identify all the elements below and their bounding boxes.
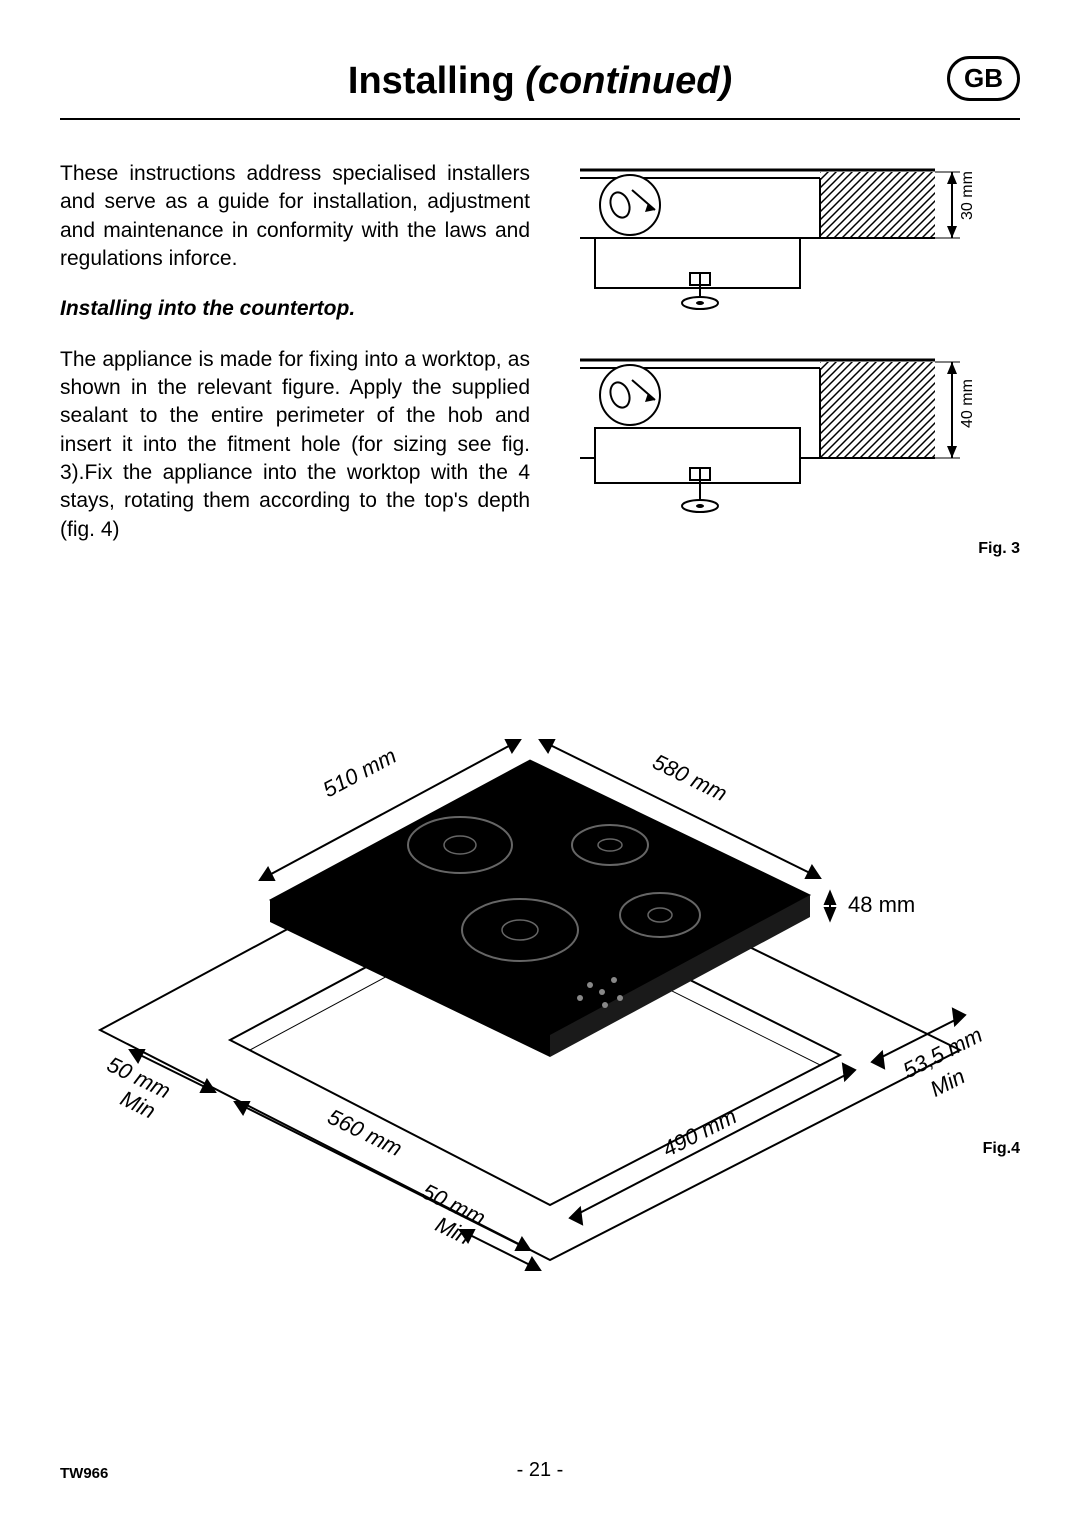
page: Installing (continued) GB These instruct… — [0, 0, 1080, 1532]
figure-3-caption: Fig. 3 — [978, 540, 1020, 558]
figure-4-wrap: 510 mm 580 mm 48 mm 50 mm Min 560 mm 50 … — [60, 720, 1020, 1280]
title-suffix: (continued) — [525, 60, 732, 102]
dim-hob-height: 48 mm — [848, 892, 915, 918]
figure-3: 30 mm — [560, 160, 980, 560]
page-title: Installing (continued) — [60, 60, 1020, 103]
section-subtitle: Installing into the countertop. — [60, 295, 530, 323]
fig3-upper-measure: 30 mm — [959, 171, 976, 220]
figure-4 — [60, 720, 1020, 1280]
figure-4-caption: Fig.4 — [983, 1140, 1020, 1158]
page-header: Installing (continued) GB — [60, 60, 1020, 120]
body-text: The appliance is made for fixing into a … — [60, 346, 530, 544]
title-main: Installing — [348, 60, 515, 102]
figure3-column: 30 mm — [560, 160, 1020, 566]
page-number: - 21 - — [60, 1459, 1020, 1482]
fig3-lower-measure: 40 mm — [959, 379, 976, 428]
page-footer: TW966 - 21 - — [60, 1465, 1020, 1482]
region-badge: GB — [947, 56, 1020, 101]
content-row: These instructions address specialised i… — [60, 160, 1020, 566]
intro-text: These instructions address specialised i… — [60, 160, 530, 273]
text-column: These instructions address specialised i… — [60, 160, 530, 566]
